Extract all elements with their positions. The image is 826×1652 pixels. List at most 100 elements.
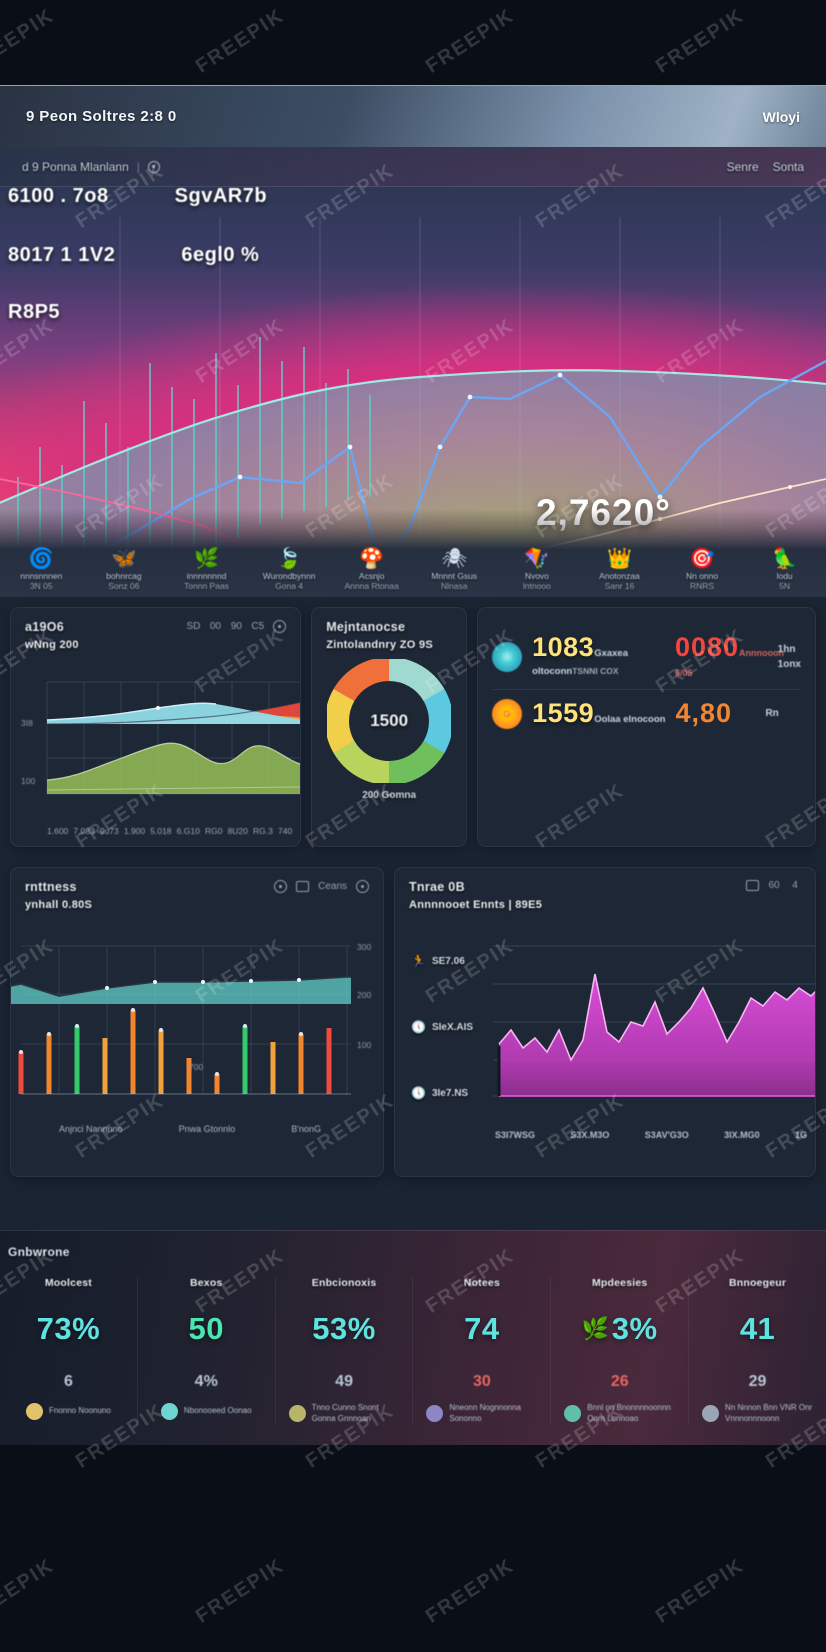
hero-legend-row: 8017 1 1V2 6egl0 % <box>0 226 259 285</box>
x-axis-tick: S3AV'G3O <box>644 1130 689 1140</box>
tool-00[interactable]: 00 <box>209 621 221 632</box>
metric-subvalue: 30 <box>473 1373 491 1390</box>
magenta-line <box>498 973 815 1062</box>
donut-graphic[interactable]: 1500 <box>325 657 454 785</box>
hero-legend-value-1: 6100 . 7o8 <box>8 185 109 207</box>
runner-icon: 🏃 <box>411 954 426 968</box>
teal-overlay-area <box>11 977 351 1004</box>
category-item[interactable]: 🦋 bohnrcag Sonz 06 <box>83 547 166 597</box>
kpi-row[interactable]: ⚛ 1083Gxaxea oltoconnTSNNI COX 0080Annnooo… <box>492 624 801 689</box>
category-item[interactable]: 👑 Anotonzaa Sanr 16 <box>578 547 661 597</box>
bird-icon: 🦜 <box>772 548 798 570</box>
window-right-label[interactable]: Wloyi <box>762 108 800 125</box>
mid-panel-row: a19O6 wNng 200 SD 00 90 C5 <box>0 597 826 857</box>
panel-title: a19O6 <box>25 620 65 634</box>
green-band-line <box>46 742 301 781</box>
metric-value-text: 53% <box>312 1311 376 1346</box>
category-sublabel: RNRS <box>690 581 715 591</box>
category-sublabel: Annna Rtonaa <box>344 581 399 591</box>
tool-90[interactable]: 90 <box>230 621 242 632</box>
x-axis-tick: 7.083 <box>73 826 95 836</box>
hero-breadcrumb[interactable]: d 9 Ponna Mlanlann <box>22 159 129 174</box>
category-label: Nvovo <box>524 571 549 581</box>
category-sublabel: 5N <box>779 581 791 591</box>
x-axis-tick: Anjnci Nannnno <box>59 1124 123 1134</box>
hero-legend-value-2: SgvAR7b <box>174 185 268 207</box>
window-title: 9 Peon Soltres 2:8 0 <box>26 108 177 125</box>
hero-gridlines <box>119 217 721 567</box>
panel-header: Mejntanocse Zintolandnry ZO 9S <box>312 608 466 655</box>
spider-icon: 🕷 <box>441 548 467 570</box>
panel-header: a19O6 wNng 200 SD 00 90 C5 <box>11 608 300 655</box>
trade-y-axis-labels: 🏃 SE7.06 🕔 SIeX.AIS 🕔 3Ie7.NS <box>411 954 473 1100</box>
settings-icon[interactable] <box>273 620 287 633</box>
tool-sd[interactable]: SD <box>186 621 201 632</box>
footer-title: Gnbwrone <box>8 1245 70 1259</box>
panel-toolbar: 60 4 <box>746 880 801 891</box>
footer-metric-cell[interactable]: Enbcionoxis 53% 49 Tnno Cunno Snont Gonna G… <box>274 1277 413 1425</box>
box-icon[interactable] <box>296 881 310 892</box>
status-dot-icon <box>564 1405 582 1423</box>
tool-4[interactable]: 4 <box>792 880 798 891</box>
x-axis-tick: 5.018 <box>150 826 172 836</box>
footer-metric-cell[interactable]: Mpdeesies 🌿 3% 26 Bnnl on Bnonnnnoonnn Onrn … <box>550 1277 688 1425</box>
donut-chart-panel: Mejntanocse Zintolandnry ZO 9S <box>311 607 468 847</box>
tool-ceans[interactable]: Ceans <box>318 881 347 892</box>
metric-note-text: Bnnl on Bnonnnnoonnn Onrn Lonnoao <box>587 1403 671 1423</box>
monitor-icon[interactable] <box>746 880 759 891</box>
metric-value-text: 3% <box>611 1311 658 1346</box>
metric-note: Tnno Cunno Snont Gonna Gnnnoan <box>280 1403 409 1425</box>
metric-label: Notees <box>463 1277 500 1289</box>
x-axis-tick: S3I7WSG <box>495 1130 536 1140</box>
red-band-line <box>46 701 301 725</box>
category-item[interactable]: 🌀 nnnsnnnen 3N 05 <box>0 547 83 597</box>
footer-metric-grid: Moolcest 73% 6 Fnonno Noonuno Bexos 50 4% Nbono… <box>0 1277 826 1425</box>
hero-legend-row: 6100 . 7o8 SgvAR7b <box>0 167 267 226</box>
category-item[interactable]: 🪁 Nvovo lntnooo <box>496 547 579 597</box>
footer-metric-cell[interactable]: Bexos 50 4% Nbonooeed Oonao <box>136 1277 275 1425</box>
category-label: Mnnnt Gsus <box>431 571 478 581</box>
category-label: nnnsnnnen <box>20 571 63 581</box>
clock-icon[interactable] <box>274 880 288 893</box>
category-item[interactable]: 🌿 innnnnnnd Tonnn Paas <box>165 547 248 597</box>
footer-metric-cell[interactable]: Notees 74 30 Nneonn Nognnonna Sononno <box>412 1277 550 1425</box>
category-item[interactable]: 🍄 Acsnjo Annna Rtonaa <box>330 547 413 597</box>
gear-icon[interactable] <box>147 160 160 173</box>
hero-legend-row: R8P5 <box>0 285 230 324</box>
bar-chart-panel: rnttness ynhall 0.80S Ceans <box>10 867 384 1177</box>
leaf-icon: 🍃 <box>276 548 302 570</box>
window-title-bar: 9 Peon Soltres 2:8 0 Wloyi <box>0 85 826 147</box>
kpi-row[interactable]: 🌼 1559Oolaa elnocoon 4,80 Rn <box>492 689 801 737</box>
kpi-secondary: 4,80 <box>675 698 755 729</box>
tool-60[interactable]: 60 <box>768 880 780 891</box>
tool-c5[interactable]: C5 <box>251 621 265 632</box>
panel-title: rnttness <box>25 880 77 894</box>
y-axis-text: 3Ie7.NS <box>431 1087 469 1099</box>
category-item[interactable]: 🍃 Wurondbynnn Gona 4 <box>248 547 331 597</box>
bars <box>18 1010 332 1094</box>
metric-value: 🌿 3% <box>555 1311 684 1347</box>
mushroom-icon: 🍄 <box>359 548 385 570</box>
toolbar-action-1[interactable]: Senre <box>726 159 759 174</box>
category-item[interactable]: 🕷 Mnnnt Gsus Nlnasa <box>413 547 496 597</box>
footer-metric-cell[interactable]: Moolcest 73% 6 Fnonno Noonuno <box>0 1277 137 1425</box>
footer-metric-cell[interactable]: Bnnoegeur 41 29 Nn Nnnon Bnn VNR Onr Vnnnon… <box>688 1277 826 1425</box>
metric-note: Fnonno Noonuno <box>4 1403 133 1420</box>
kpi-secondary: 0080Annnooon 6/05 <box>675 632 784 681</box>
watermark-text: FREEPIK <box>421 1554 519 1628</box>
watermark-text: FREEPIK <box>191 1554 289 1628</box>
footer-metrics-section: Gnbwrone Moolcest 73% 6 Fnonno Noonuno Bexos… <box>0 1230 826 1445</box>
metric-note: Nneonn Nognnonna Sononno <box>417 1403 546 1425</box>
category-label: Wurondbynnn <box>262 571 316 581</box>
settings-icon[interactable] <box>356 880 369 893</box>
metric-label: Enbcionoxis <box>311 1277 377 1289</box>
area-x-axis: 1.600 7.083 9u73 1.900 5.018 6.G10 RG0 8U20 RG.3… <box>47 826 292 836</box>
category-item[interactable]: 🎯 Nn onno RNRS <box>661 547 744 597</box>
toolbar-action-2[interactable]: Sonta <box>772 159 804 174</box>
butterfly-icon: 🦋 <box>111 548 137 570</box>
metric-note: Nn Nnnon Bnn VNR Onr Vnnnonnnoonn <box>693 1403 822 1425</box>
metric-value: 74 <box>417 1311 546 1347</box>
category-item[interactable]: 🦜 lodu 5N <box>743 547 826 597</box>
hero-blue-points <box>237 372 663 500</box>
